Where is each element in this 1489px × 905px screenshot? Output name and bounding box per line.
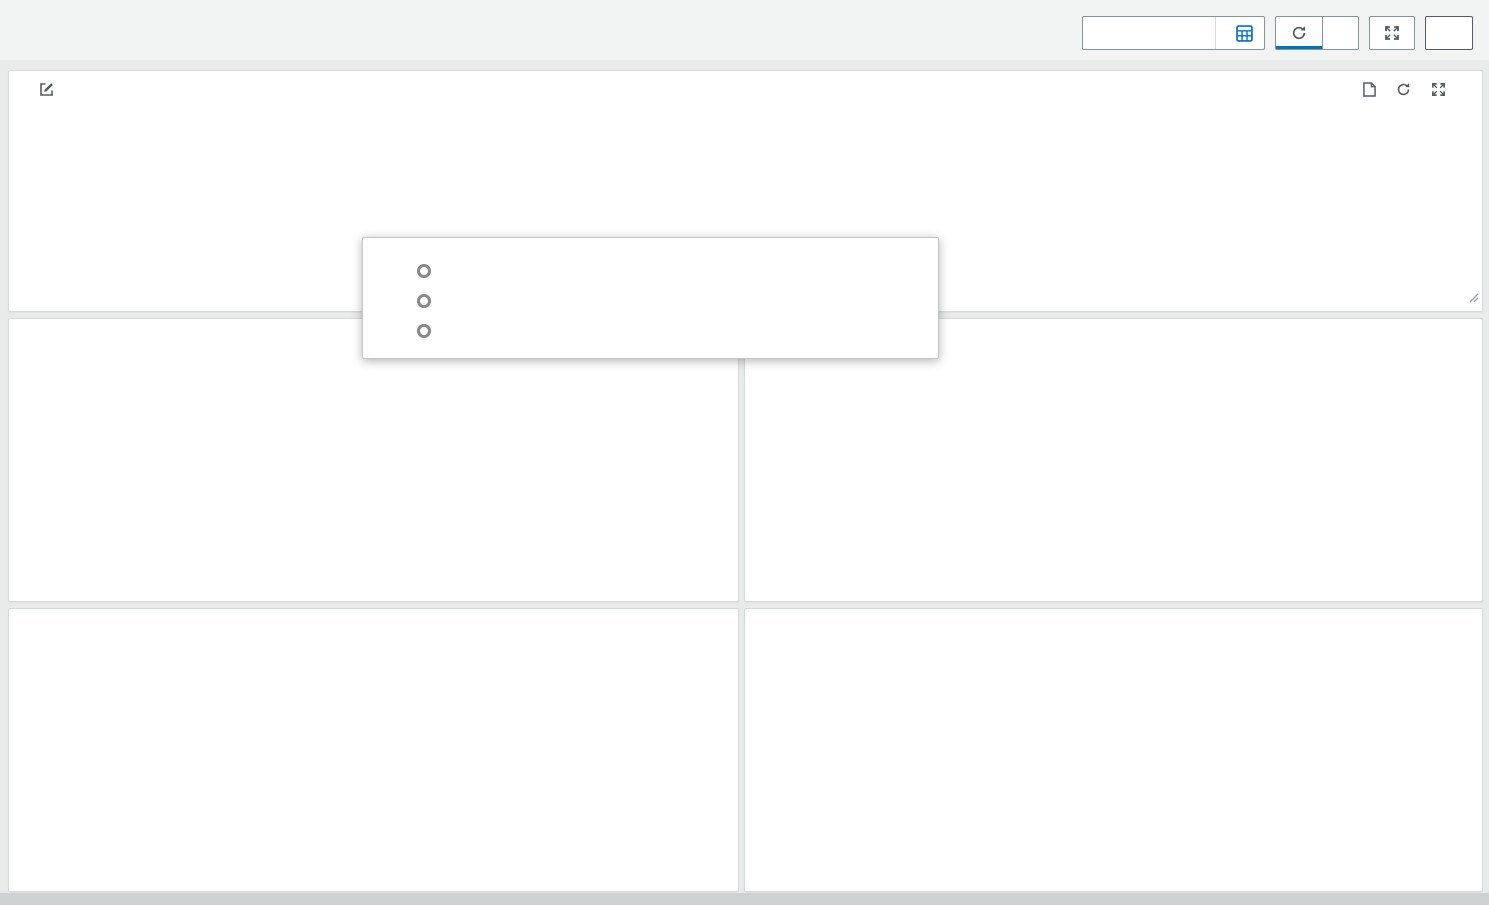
- legend-swatch: [781, 509, 791, 519]
- range-1d-button[interactable]: [1149, 17, 1171, 49]
- edit-icon[interactable]: [39, 82, 54, 97]
- legend-item[interactable]: [45, 509, 61, 519]
- legend-swatch: [45, 808, 55, 818]
- time-range-group: [1082, 16, 1265, 50]
- legend-swatch: [45, 212, 55, 222]
- cpu-legend: [9, 504, 738, 522]
- refresh-icon: [1292, 26, 1306, 40]
- tooltip-row: [379, 316, 922, 346]
- title-row: [16, 16, 1473, 50]
- legend-swatch: [45, 222, 55, 232]
- range-1w-button[interactable]: [1193, 17, 1215, 49]
- legend-swatch: [1408, 212, 1418, 222]
- fullscreen-button[interactable]: [1369, 16, 1415, 50]
- legend-swatch: [45, 232, 55, 242]
- cpu-legend: [745, 504, 1482, 522]
- db-mem-chart[interactable]: [751, 631, 1474, 789]
- cpu-right-chart[interactable]: [751, 341, 1474, 499]
- page-header: [0, 0, 1489, 60]
- elb-chart[interactable]: [15, 108, 1456, 203]
- legend-item[interactable]: [424, 798, 722, 808]
- legend-item[interactable]: [82, 509, 98, 519]
- db-cpu-chart[interactable]: [15, 631, 730, 789]
- actions-button[interactable]: [1425, 16, 1473, 50]
- export-icon[interactable]: [1363, 82, 1376, 97]
- refresh-group: [1275, 16, 1359, 50]
- interval-dropdown[interactable]: [1322, 17, 1358, 49]
- resize-handle[interactable]: [1467, 290, 1479, 308]
- widget-refresh-icon[interactable]: [1396, 82, 1411, 97]
- legend-item[interactable]: [424, 808, 722, 818]
- legend-item[interactable]: [45, 808, 424, 818]
- legend-swatch: [706, 808, 716, 818]
- widget-db-mem: [744, 608, 1483, 892]
- legend-item[interactable]: [1408, 212, 1424, 222]
- widget-expand-icon[interactable]: [1431, 82, 1446, 97]
- tooltip-row: [379, 286, 922, 316]
- refresh-button[interactable]: [1276, 17, 1322, 49]
- time-controls: [1082, 16, 1473, 50]
- legend-swatch: [82, 509, 92, 519]
- custom-range-button[interactable]: [1215, 17, 1264, 49]
- range-12h-button[interactable]: [1127, 17, 1149, 49]
- db-cpu-legend: [9, 794, 738, 818]
- series-ring-icon: [417, 324, 431, 338]
- range-3h-button[interactable]: [1105, 17, 1127, 49]
- db-mem-legend: [745, 794, 1482, 812]
- series-ring-icon: [417, 264, 431, 278]
- legend-item[interactable]: [818, 509, 834, 519]
- legend-swatch: [45, 798, 55, 808]
- fullscreen-icon: [1385, 26, 1399, 40]
- legend-item[interactable]: [45, 798, 424, 808]
- legend-item[interactable]: [781, 509, 797, 519]
- range-1h-button[interactable]: [1083, 17, 1105, 49]
- tooltip-row: [379, 256, 922, 286]
- legend-item[interactable]: [781, 799, 797, 809]
- widget-db-cpu: [8, 608, 739, 892]
- series-ring-icon: [417, 294, 431, 308]
- legend-swatch: [781, 799, 791, 809]
- legend-item[interactable]: [818, 799, 834, 809]
- range-3d-button[interactable]: [1171, 17, 1193, 49]
- legend-swatch: [706, 798, 716, 808]
- widget-cpu-left: [8, 318, 739, 602]
- legend-swatch: [818, 509, 828, 519]
- cpu-left-chart[interactable]: [15, 341, 730, 499]
- legend-item[interactable]: [45, 212, 1466, 222]
- legend-item[interactable]: [45, 222, 1466, 232]
- chart-tooltip: [362, 237, 939, 359]
- widget-cpu-right: [744, 318, 1483, 602]
- page-footer-strip: [0, 893, 1489, 905]
- legend-swatch: [45, 509, 55, 519]
- legend-swatch: [818, 799, 828, 809]
- calendar-grid-icon: [1236, 24, 1253, 42]
